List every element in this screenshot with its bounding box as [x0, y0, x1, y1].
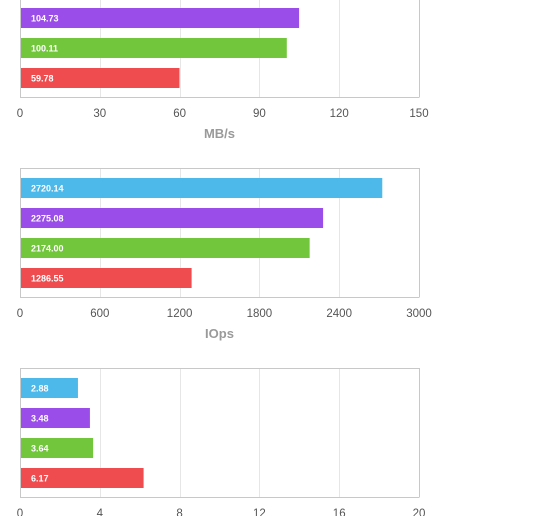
x-tick-label: 60 [173, 108, 186, 120]
x-tick-label: 1200 [167, 308, 193, 320]
chart-panel-2: 2720.14 2275.08 2174.00 1286.55 0 600 1200 1800… [17, 168, 432, 341]
x-tick-label: 4 [97, 508, 104, 516]
bar-value-label: 2174.00 [31, 244, 64, 254]
bar-value-label: 3.64 [31, 444, 49, 454]
bar [20, 268, 192, 288]
bar [20, 378, 78, 398]
x-tick-label: 600 [90, 308, 109, 320]
bar [20, 178, 383, 198]
bar-value-label: 104.73 [31, 14, 59, 24]
x-tick-label: 0 [17, 308, 23, 320]
bar-value-label: 2720.14 [31, 184, 64, 194]
chart-panel-1: 104.73 100.11 59.78 0 30 60 90 120 150 MB/s [17, 0, 429, 141]
bar-value-label: 100.11 [31, 44, 58, 54]
x-tick-label: 12 [253, 508, 266, 516]
bar-value-label: 2.88 [31, 384, 49, 394]
x-tick-label: 16 [333, 508, 346, 516]
bar-value-label: 59.78 [31, 74, 54, 84]
x-tick-label: 8 [176, 508, 182, 516]
x-tick-label: 20 [413, 508, 426, 516]
x-tick-label: 1800 [247, 308, 273, 320]
bar [20, 408, 90, 428]
bar-value-label: 3.48 [31, 414, 49, 424]
chart-panel-3: 2.88 3.48 3.64 6.17 0 4 8 12 16 20 [17, 368, 426, 516]
x-axis-title: IOps [205, 326, 234, 341]
bar [20, 468, 144, 488]
x-axis-title: MB/s [204, 126, 235, 141]
x-tick-label: 30 [93, 108, 106, 120]
bar-value-label: 1286.55 [31, 274, 64, 284]
bar [20, 208, 324, 228]
x-tick-label: 120 [330, 108, 349, 120]
x-tick-label: 3000 [406, 308, 432, 320]
x-tick-label: 150 [409, 108, 428, 120]
x-tick-label: 90 [253, 108, 266, 120]
x-tick-label: 2400 [326, 308, 352, 320]
bar-value-label: 2275.08 [31, 214, 64, 224]
x-tick-label: 0 [17, 508, 23, 516]
bar [20, 8, 300, 28]
bar-value-label: 6.17 [31, 474, 49, 484]
bar [20, 438, 94, 458]
bar [20, 68, 180, 88]
bar [20, 238, 310, 258]
x-tick-label: 0 [17, 108, 23, 120]
bar [20, 38, 287, 58]
